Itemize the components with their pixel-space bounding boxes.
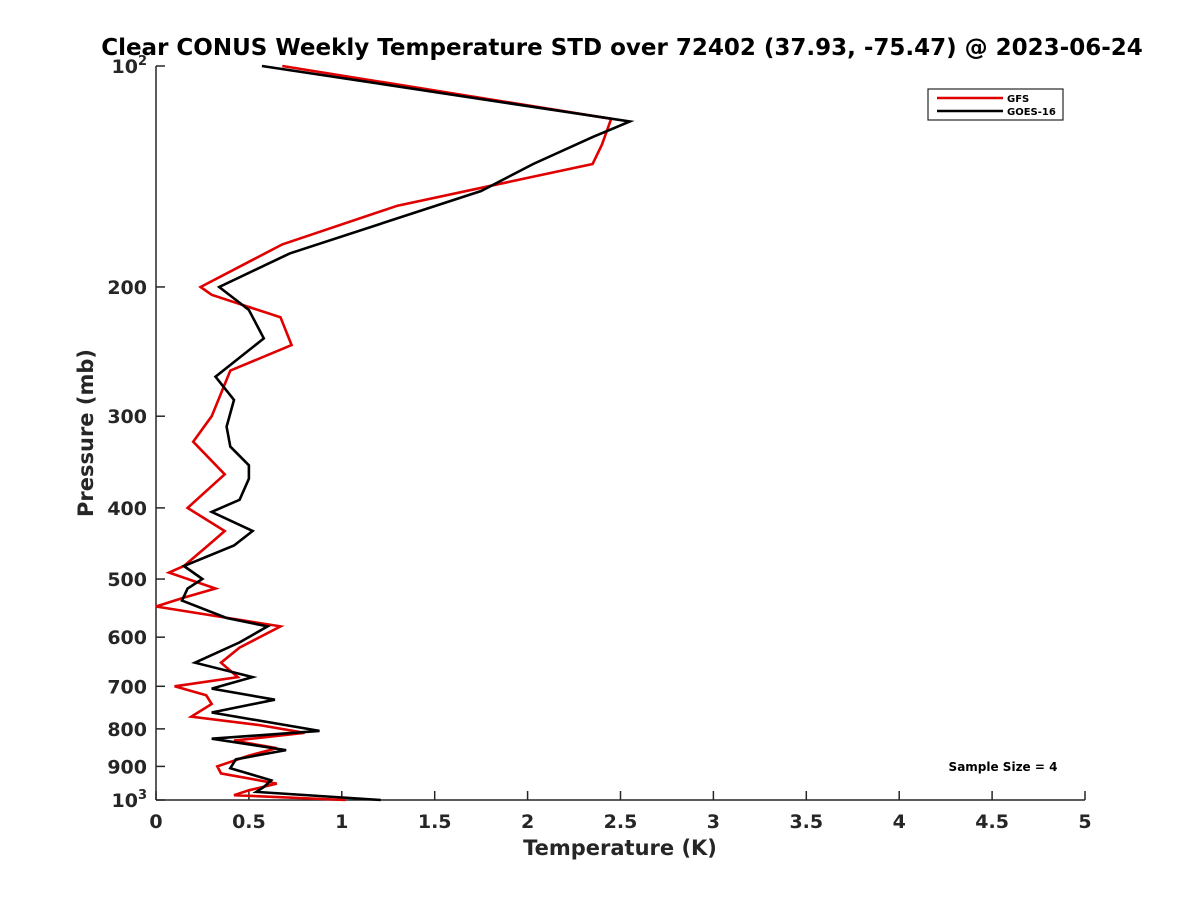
x-tick-label: 4 bbox=[893, 811, 906, 833]
x-axis-label: Temperature (K) bbox=[523, 836, 717, 860]
x-tick-label: 3.5 bbox=[789, 811, 823, 833]
chart-title: Clear CONUS Weekly Temperature STD over … bbox=[101, 35, 1143, 61]
series-line-goes-16 bbox=[180, 64, 635, 802]
legend: GFS GOES-16 bbox=[927, 88, 1064, 121]
x-tick-label: 2 bbox=[521, 811, 534, 833]
y-tick-label: 500 bbox=[107, 569, 147, 591]
y-tick-label: 600 bbox=[107, 627, 147, 649]
y-tick-label: 800 bbox=[107, 719, 147, 741]
x-tick-label: 0.5 bbox=[232, 811, 266, 833]
x-tick-label: 0 bbox=[149, 811, 162, 833]
y-tick-label: 103 bbox=[112, 788, 148, 812]
sample-size-annotation: Sample Size = 4 bbox=[949, 760, 1058, 774]
y-tick-label: 200 bbox=[107, 277, 147, 299]
y-tick-label: 102 bbox=[112, 54, 148, 78]
y-tick-label: 700 bbox=[107, 676, 147, 698]
legend-box bbox=[927, 88, 1064, 121]
y-tick-label: 300 bbox=[107, 406, 147, 428]
x-tick-label: 4.5 bbox=[975, 811, 1009, 833]
x-tick-label: 2.5 bbox=[604, 811, 638, 833]
legend-label-goes-16: GOES-16 bbox=[1007, 107, 1056, 118]
x-tick-label: 5 bbox=[1078, 811, 1091, 833]
plot-area: 0 0.5 1 1.5 2 2.5 3 3.5 4 4.5 5 102 200 300 400 500 600 7… bbox=[107, 54, 1091, 833]
y-axis-label: Pressure (mb) bbox=[74, 349, 98, 517]
y-tick-label: 900 bbox=[107, 756, 147, 778]
y-tick-label: 400 bbox=[107, 498, 147, 520]
x-tick-label: 1 bbox=[335, 811, 348, 833]
legend-label-gfs: GFS bbox=[1007, 94, 1029, 105]
x-tick-label: 1.5 bbox=[418, 811, 452, 833]
x-tick-label: 3 bbox=[707, 811, 720, 833]
